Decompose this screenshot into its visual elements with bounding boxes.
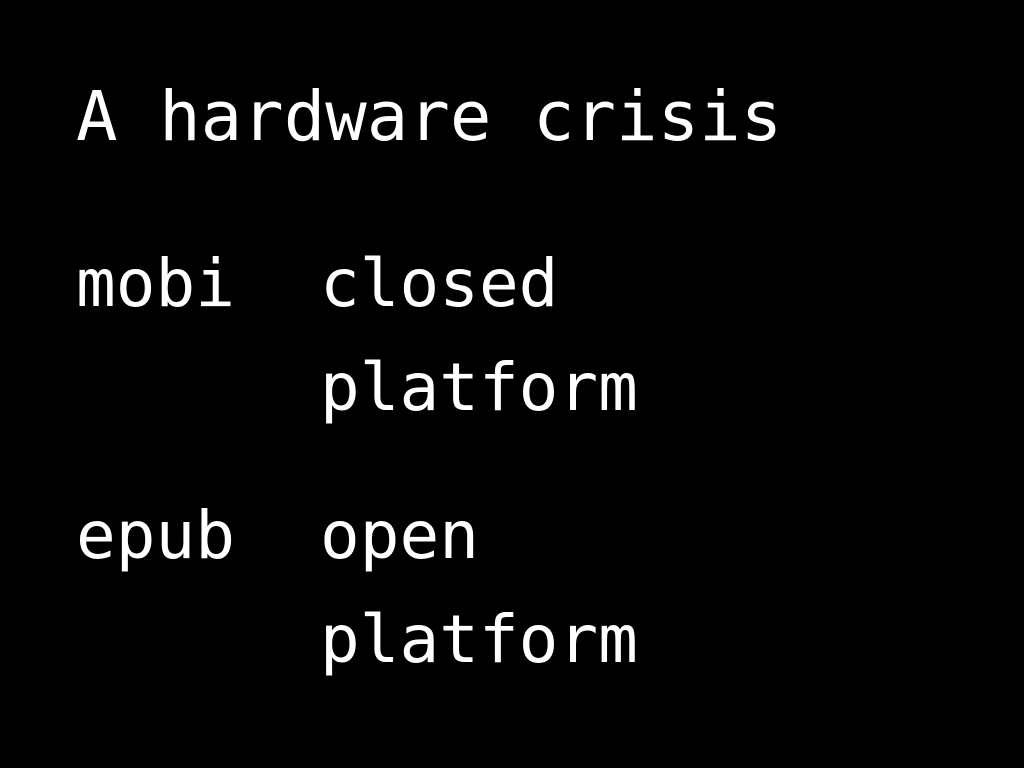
description-line: platform — [320, 349, 638, 426]
format-term: mobi — [76, 245, 235, 322]
description-line: open — [320, 497, 479, 574]
format-description: closed platform — [320, 232, 638, 440]
format-term: epub — [76, 497, 235, 574]
description-line: platform — [320, 601, 638, 678]
slide-title: A hardware crisis — [76, 77, 783, 157]
description-line: closed — [320, 245, 559, 322]
format-description: open platform — [320, 484, 638, 692]
